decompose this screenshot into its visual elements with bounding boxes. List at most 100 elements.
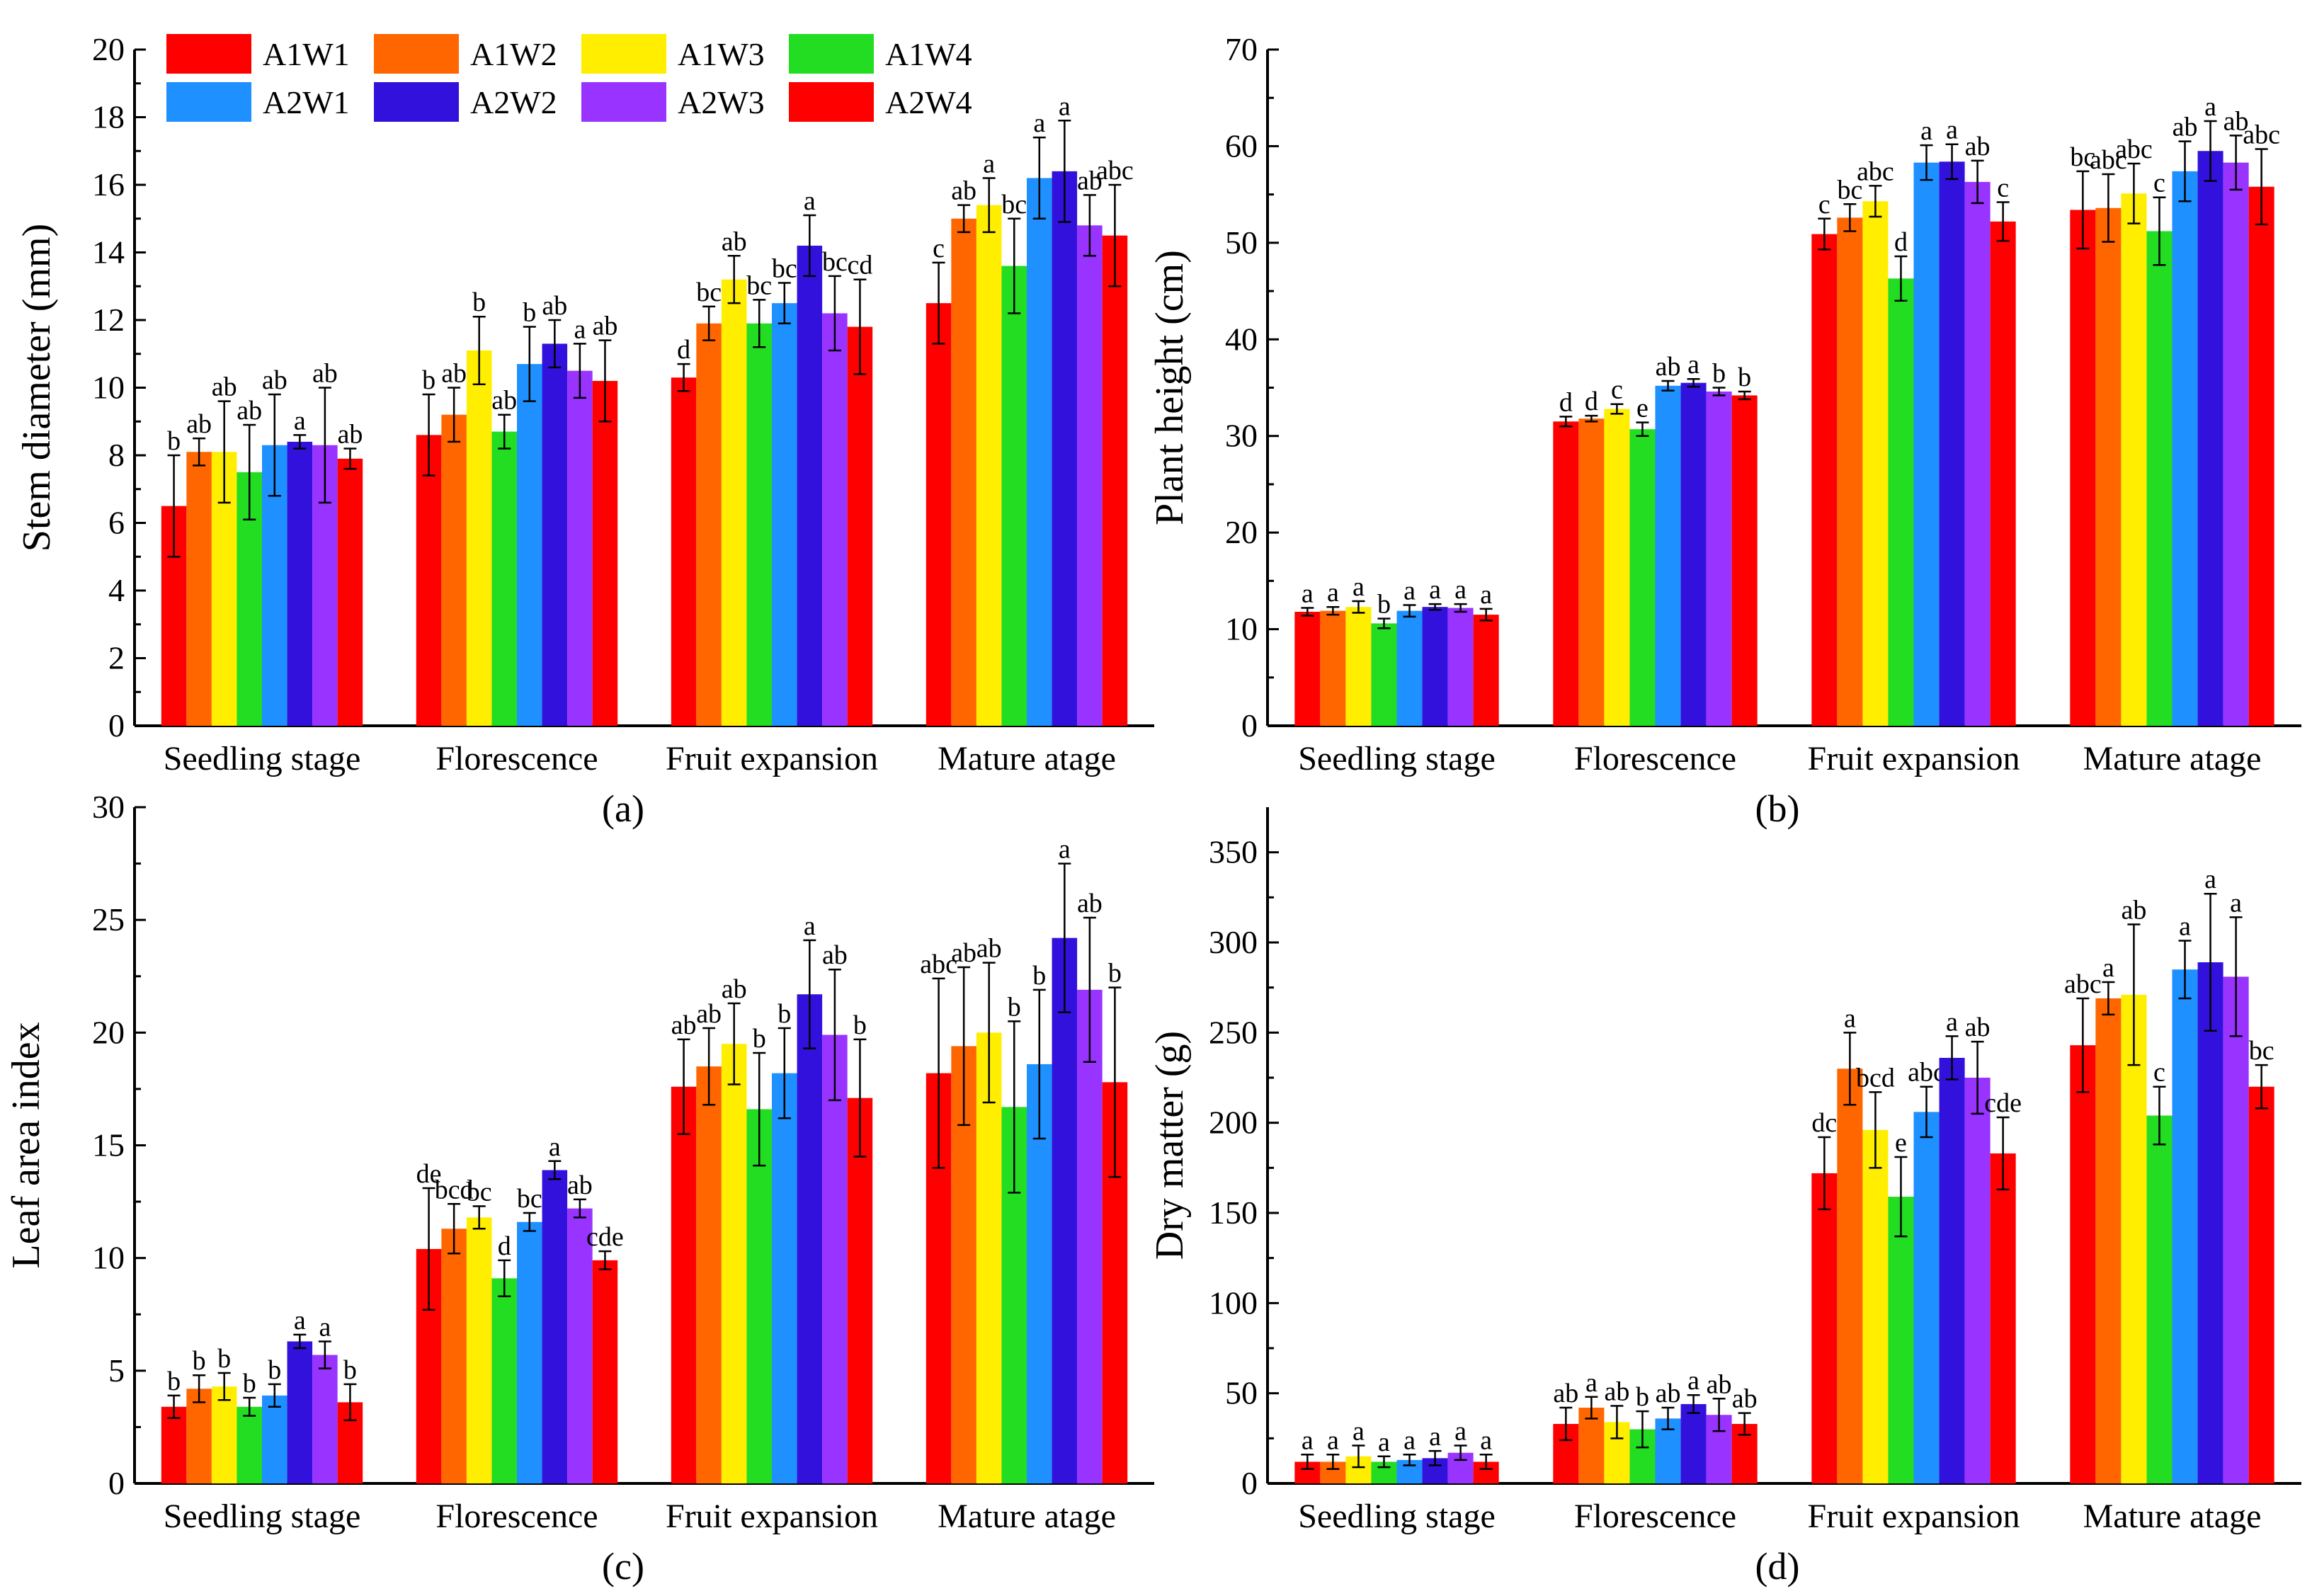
significance-letter: ab <box>237 396 262 426</box>
bar <box>746 1109 772 1483</box>
legend-swatch <box>166 34 251 74</box>
y-tick-label: 4 <box>108 572 125 608</box>
significance-letter: dc <box>1811 1108 1837 1138</box>
significance-letter: bc <box>2070 142 2095 172</box>
bar <box>696 323 722 726</box>
panel-label: (d) <box>1755 1545 1800 1588</box>
significance-letter: ab <box>951 176 976 206</box>
legend-label: A1W3 <box>678 36 765 72</box>
bar <box>1862 201 1889 726</box>
bar <box>312 1355 338 1483</box>
significance-letter: b <box>1738 363 1751 392</box>
bar <box>2121 994 2147 1483</box>
x-tick-label: Seedling stage <box>164 740 361 777</box>
bar <box>1077 225 1103 726</box>
x-tick-label: Mature atage <box>2083 740 2262 777</box>
bar <box>1629 429 1656 726</box>
bar <box>1001 266 1027 726</box>
bar <box>1578 1408 1605 1483</box>
significance-letter: a <box>1480 1425 1492 1455</box>
significance-letter: bc <box>517 1184 542 1214</box>
significance-letter: b <box>268 1355 281 1385</box>
significance-letter: ab <box>1965 132 1991 161</box>
bar <box>517 1221 542 1483</box>
significance-letter: bc <box>746 270 772 300</box>
y-tick-label: 70 <box>1225 31 1258 67</box>
bar <box>491 1278 517 1483</box>
bar <box>976 1032 1002 1483</box>
significance-letter: cde <box>586 1222 624 1252</box>
significance-letter: ab <box>1553 1379 1578 1408</box>
significance-letter: bcd <box>1856 1063 1895 1093</box>
significance-letter: bc <box>772 253 797 283</box>
bar <box>926 303 952 726</box>
significance-letter: ab <box>1656 1379 1681 1408</box>
bar <box>797 994 823 1483</box>
bar <box>671 1086 697 1483</box>
y-tick-label: 200 <box>1209 1105 1258 1141</box>
bar <box>1990 221 2016 726</box>
significance-letter: a <box>1059 835 1071 865</box>
y-tick-label: 50 <box>1225 224 1258 261</box>
bar <box>1422 607 1448 726</box>
significance-letter: cd <box>847 251 872 280</box>
bar <box>721 279 747 726</box>
significance-letter: abc <box>1096 156 1134 186</box>
y-tick-label: 16 <box>92 166 125 203</box>
panel-label: (c) <box>602 1545 644 1588</box>
x-tick-label: Florescence <box>1574 1498 1736 1535</box>
significance-letter: ab <box>2173 113 2198 142</box>
significance-letter: a <box>2179 911 2191 941</box>
bar <box>2223 162 2249 726</box>
significance-letter: abc <box>2115 135 2153 164</box>
bar <box>1447 608 1474 726</box>
legend-swatch <box>581 82 666 122</box>
x-tick-label: Fruit expansion <box>666 740 878 777</box>
significance-letter: ab <box>1077 166 1103 195</box>
bar <box>1371 623 1397 726</box>
significance-letter: a <box>1844 1003 1856 1033</box>
significance-letter: a <box>1353 572 1365 602</box>
significance-letter: ab <box>1604 1376 1629 1406</box>
legend-swatch <box>374 34 459 74</box>
x-tick-label: Florescence <box>435 1498 598 1535</box>
bar <box>441 1229 467 1483</box>
significance-letter: b <box>1108 959 1122 988</box>
significance-letter: bcd <box>435 1175 474 1204</box>
y-tick-label: 30 <box>92 789 125 825</box>
significance-letter: ab <box>822 940 848 970</box>
significance-letter: a <box>2204 92 2216 122</box>
significance-letter: b <box>1712 359 1726 389</box>
significance-letter: a <box>1946 115 1958 145</box>
significance-letter: b <box>1636 1382 1649 1412</box>
y-tick-label: 0 <box>108 707 125 743</box>
significance-letter: a <box>1327 578 1339 608</box>
bar <box>441 414 467 726</box>
significance-letter: a <box>1403 576 1416 605</box>
bar <box>1913 1112 1940 1483</box>
bar <box>1837 1068 1863 1483</box>
y-tick-label: 20 <box>92 31 125 67</box>
bar <box>772 303 797 726</box>
significance-letter: a <box>1403 1425 1416 1455</box>
significance-letter: a <box>294 1306 306 1335</box>
bar <box>2172 969 2198 1483</box>
bar <box>671 377 697 726</box>
y-tick-label: 10 <box>92 370 125 406</box>
significance-letter: d <box>498 1231 511 1261</box>
y-tick-label: 0 <box>1241 707 1258 743</box>
significance-letter: ab <box>1707 1369 1732 1399</box>
significance-letter: cde <box>1984 1088 2022 1118</box>
bar <box>1052 171 1078 726</box>
y-tick-label: 8 <box>108 437 125 473</box>
bar <box>466 1217 492 1483</box>
significance-letter: a <box>1429 1422 1441 1452</box>
significance-letter: abc <box>2243 120 2280 150</box>
significance-letter: a <box>319 1312 331 1342</box>
significance-letter: bc <box>1001 190 1027 220</box>
bar <box>746 323 772 726</box>
bar <box>1811 234 1838 726</box>
bar <box>797 245 823 726</box>
significance-letter: ab <box>212 372 237 402</box>
